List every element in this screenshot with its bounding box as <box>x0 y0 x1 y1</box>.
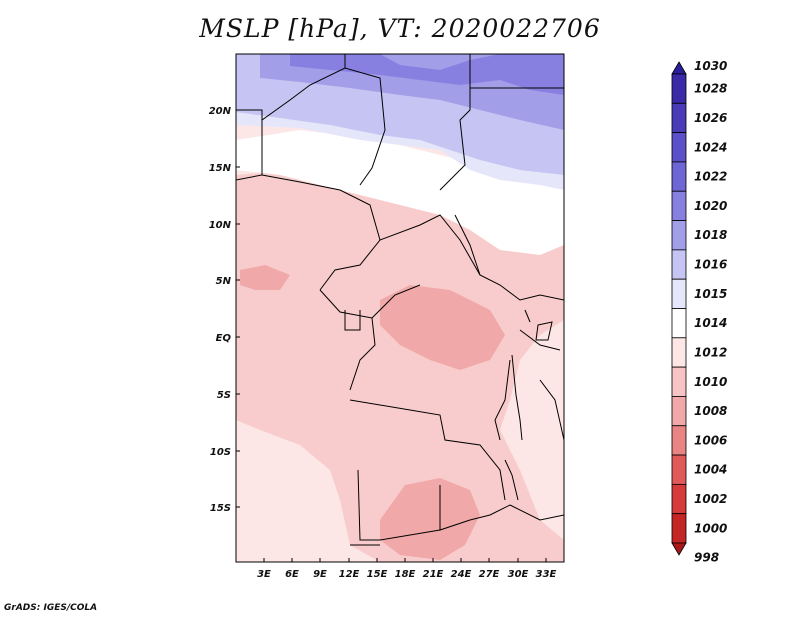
colorbar-swatch <box>671 220 687 251</box>
colorbar-swatch <box>671 513 687 544</box>
pressure-field <box>236 54 564 562</box>
colorbar-label: 1026 <box>694 111 727 125</box>
lon-label: 24E <box>451 569 472 580</box>
lat-label: EQ <box>216 333 232 344</box>
map-title: MSLP [hPa], VT: 2020022706 <box>199 14 601 43</box>
colorbar-label: 1030 <box>694 59 727 73</box>
country-borders <box>236 54 564 546</box>
lakes <box>504 309 553 501</box>
lat-label: 5N <box>216 276 232 287</box>
colorbar-label: 1000 <box>694 521 727 535</box>
lat-label: 15N <box>209 163 232 174</box>
lon-label: 30E <box>508 569 529 580</box>
lon-label: 12E <box>339 569 360 580</box>
colorbar-swatch <box>671 483 687 515</box>
lon-label: 27E <box>479 569 500 580</box>
lat-label: 5S <box>217 390 231 401</box>
colorbar-swatch <box>671 102 687 134</box>
lon-label: 15E <box>367 569 388 580</box>
colorbar-label: 1006 <box>694 433 727 447</box>
colorbar-swatch <box>671 425 687 456</box>
colorbar-label: 1004 <box>694 463 727 477</box>
lat-label: 20N <box>209 106 232 117</box>
colorbar-label: 1020 <box>694 199 727 213</box>
longitude-axis: 3E 6E 9E 12E 15E 18E 21E 24E 27E 30E 33E <box>257 558 557 580</box>
credit-text: GrADS: IGES/COLA <box>4 603 98 613</box>
map-frame <box>235 53 565 563</box>
latitude-axis: 20N 15N 10N 5N EQ 5S 10S 15S <box>209 106 240 514</box>
lon-label: 21E <box>423 569 444 580</box>
colorbar-label: 1002 <box>694 492 727 506</box>
colorbar-label: 998 <box>694 551 719 565</box>
colorbar-swatch <box>671 161 687 192</box>
colorbar-swatch <box>671 132 687 163</box>
colorbar-label: 1014 <box>694 316 727 330</box>
colorbar-label: 1018 <box>694 228 727 242</box>
lat-label: 15S <box>210 503 231 514</box>
colorbar-swatch <box>671 366 687 397</box>
colorbar-label: 1012 <box>694 345 727 359</box>
colorbar-swatch <box>671 278 687 309</box>
colorbar-label: 1015 <box>694 287 727 301</box>
lat-label: 10N <box>209 220 232 231</box>
lon-label: 6E <box>285 569 299 580</box>
lon-label: 3E <box>257 569 271 580</box>
colorbar-label: 1008 <box>694 404 727 418</box>
lon-label: 33E <box>536 569 557 580</box>
colorbar-swatch <box>671 61 687 75</box>
colorbar-swatch <box>671 454 687 485</box>
colorbar-label: 1010 <box>694 375 727 389</box>
colorbar-swatch <box>671 190 687 221</box>
colorbar-label: 1028 <box>694 82 727 96</box>
colorbar-legend: 1030 1028 1026 1024 1022 1020 1018 1016 1015 1014… <box>671 59 727 565</box>
colorbar-swatch <box>671 308 687 339</box>
colorbar-swatch <box>671 542 687 556</box>
lon-label: 9E <box>313 569 327 580</box>
colorbar-swatch <box>671 396 687 427</box>
colorbar-label: 1024 <box>694 140 727 154</box>
lat-label: 10S <box>210 447 231 458</box>
colorbar-swatch <box>671 73 687 104</box>
colorbar-label: 1016 <box>694 258 727 272</box>
colorbar-swatch <box>671 337 687 368</box>
lon-label: 18E <box>395 569 416 580</box>
colorbar-swatch <box>671 249 687 280</box>
colorbar-label: 1022 <box>694 170 727 184</box>
